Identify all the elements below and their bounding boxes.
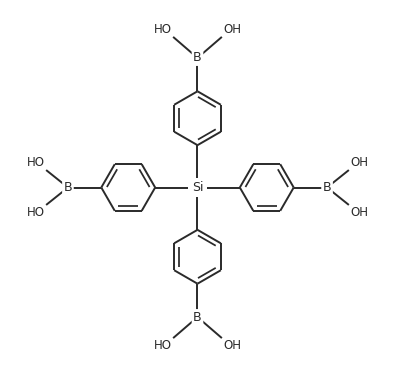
Text: HO: HO	[154, 339, 172, 352]
Text: HO: HO	[154, 22, 172, 36]
Text: B: B	[193, 310, 202, 324]
Text: OH: OH	[223, 22, 241, 36]
Text: B: B	[323, 181, 331, 194]
Text: OH: OH	[223, 339, 241, 352]
Text: B: B	[64, 181, 72, 194]
Text: HO: HO	[27, 156, 45, 169]
Text: OH: OH	[350, 156, 368, 169]
Text: HO: HO	[27, 206, 45, 219]
Text: OH: OH	[350, 206, 368, 219]
Text: B: B	[193, 51, 202, 64]
Text: Si: Si	[192, 181, 203, 194]
